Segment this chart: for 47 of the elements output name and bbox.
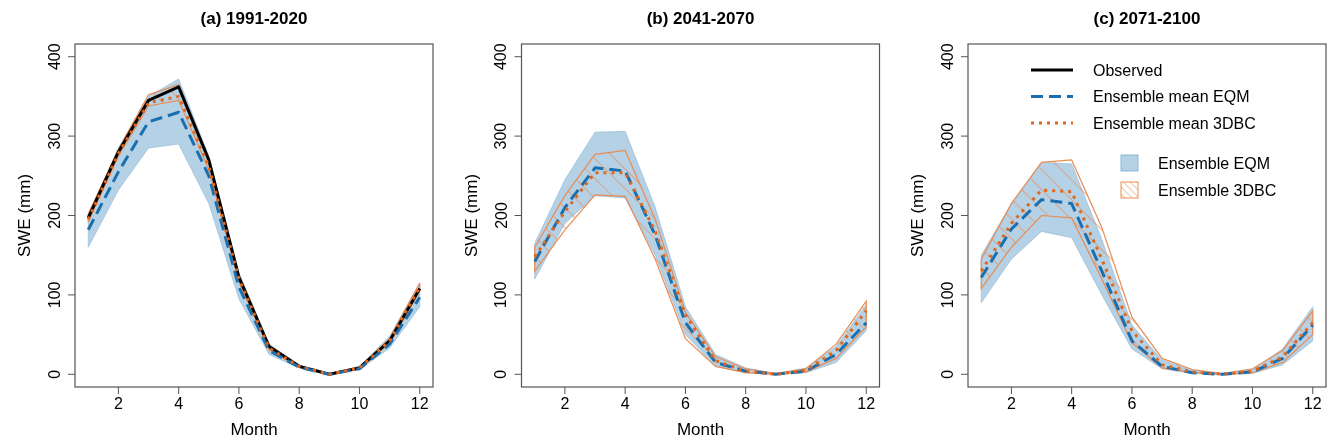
y-tick-label: 0 <box>492 369 510 379</box>
x-tick-label: 8 <box>1187 395 1197 412</box>
y-tick-label: 200 <box>492 202 510 229</box>
y-tick-label: 400 <box>492 43 510 71</box>
x-tick-label: 4 <box>1067 395 1077 412</box>
x-tick-label: 10 <box>350 395 369 412</box>
y-axis-title: SWE (mm) <box>15 173 34 258</box>
y-tick-label: 100 <box>492 281 510 309</box>
y-tick-label: 200 <box>939 202 956 229</box>
x-tick-label: 8 <box>294 395 304 412</box>
y-tick-label: 0 <box>939 369 956 379</box>
x-tick-label: 12 <box>1303 395 1322 412</box>
legend-label: Observed <box>1093 61 1163 79</box>
chart-title: (a) 1991-2020 <box>200 9 308 28</box>
y-tick-label: 100 <box>46 281 63 309</box>
x-tick-label: 2 <box>560 395 570 412</box>
y-tick-label: 100 <box>939 281 956 309</box>
x-tick-label: 10 <box>797 395 815 412</box>
x-tick-label: 6 <box>1127 395 1137 412</box>
y-tick-label: 300 <box>492 122 510 150</box>
y-tick-label: 0 <box>46 369 63 379</box>
y-tick-label: 300 <box>939 122 956 150</box>
legend-label: Ensemble mean 3DBC <box>1093 114 1256 132</box>
y-axis-title: SWE (mm) <box>908 173 927 258</box>
x-tick-label: 12 <box>410 395 429 412</box>
y-axis-title: SWE (mm) <box>461 173 481 258</box>
annotation: Ensemble EQM <box>1158 154 1271 172</box>
x-tick-label: 10 <box>1243 395 1262 412</box>
chart-title: (c) 2071-2100 <box>1093 9 1201 28</box>
y-tick-label: 400 <box>46 43 63 71</box>
chart-title: (b) 2041-2070 <box>646 9 755 28</box>
x-tick-label: 2 <box>1006 395 1016 412</box>
x-tick-label: 4 <box>174 395 184 412</box>
annotation: Ensemble 3DBC <box>1158 181 1277 199</box>
y-tick-label: 400 <box>939 43 956 71</box>
y-tick-label: 300 <box>46 122 63 150</box>
x-axis-title: Month <box>676 420 725 439</box>
x-axis-title: Month <box>230 420 278 439</box>
y-tick-label: 200 <box>46 202 63 229</box>
legend-label: Ensemble mean EQM <box>1093 88 1250 106</box>
x-tick-label: 4 <box>620 395 630 412</box>
x-tick-label: 12 <box>857 395 876 412</box>
x-tick-label: 6 <box>680 395 690 412</box>
x-tick-label: 2 <box>113 395 123 412</box>
x-tick-label: 6 <box>234 395 244 412</box>
x-axis-title: Month <box>1123 420 1171 439</box>
x-tick-label: 8 <box>741 395 751 412</box>
